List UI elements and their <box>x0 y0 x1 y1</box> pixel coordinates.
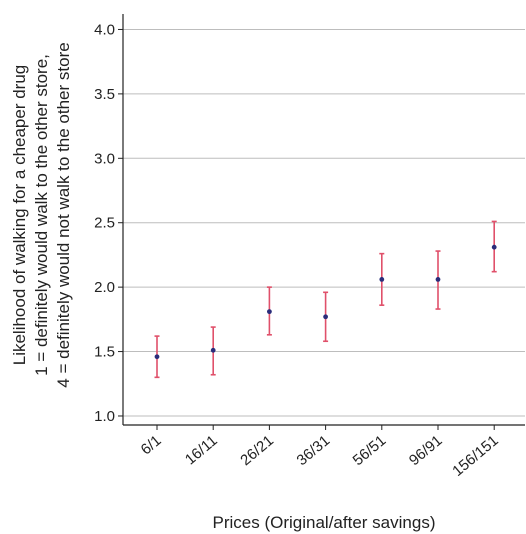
data-point <box>210 347 216 353</box>
y-axis-title-line-1: Likelihood of walking for a cheaper drug <box>10 65 29 366</box>
data-point <box>379 277 385 282</box>
y-ticks: 1.0 1.5 2.0 2.5 3.0 3.5 4.0 <box>94 21 123 425</box>
data-marks <box>154 220 497 379</box>
data-point <box>491 244 497 250</box>
data-point <box>267 309 272 315</box>
y-axis-title: Likelihood of walking for a cheaper drug… <box>10 42 73 387</box>
y-tick-label: 4.0 <box>94 21 115 38</box>
data-point <box>435 277 441 282</box>
x-tick-label: 26/21 <box>237 432 277 469</box>
y-tick-label: 3.0 <box>94 150 115 167</box>
y-tick-label: 1.5 <box>94 344 115 361</box>
axes <box>122 14 525 426</box>
x-tick-label: 156/151 <box>449 432 501 480</box>
data-point <box>323 314 328 320</box>
x-axis-title: Prices (Original/after savings) <box>213 513 436 532</box>
x-tick-label: 56/51 <box>350 432 390 469</box>
y-tick-label: 1.0 <box>94 408 115 425</box>
gridlines <box>123 28 525 417</box>
x-ticks: 6/1 16/11 26/21 36/31 56/51 96/91 156/151 <box>138 425 502 480</box>
x-tick-label: 16/11 <box>182 432 221 468</box>
y-tick-label: 2.0 <box>94 279 115 296</box>
y-axis-title-line-3: 4 = definitely would not walk to the oth… <box>54 42 73 387</box>
y-axis-title-line-2: 1 = definitely would walk to the other s… <box>32 54 51 376</box>
data-point <box>154 354 160 360</box>
x-tick-label: 96/91 <box>406 432 446 469</box>
x-tick-label: 6/1 <box>138 432 165 458</box>
y-tick-label: 3.5 <box>94 86 115 103</box>
y-tick-label: 2.5 <box>94 215 115 232</box>
x-tick-label: 36/31 <box>293 432 333 469</box>
